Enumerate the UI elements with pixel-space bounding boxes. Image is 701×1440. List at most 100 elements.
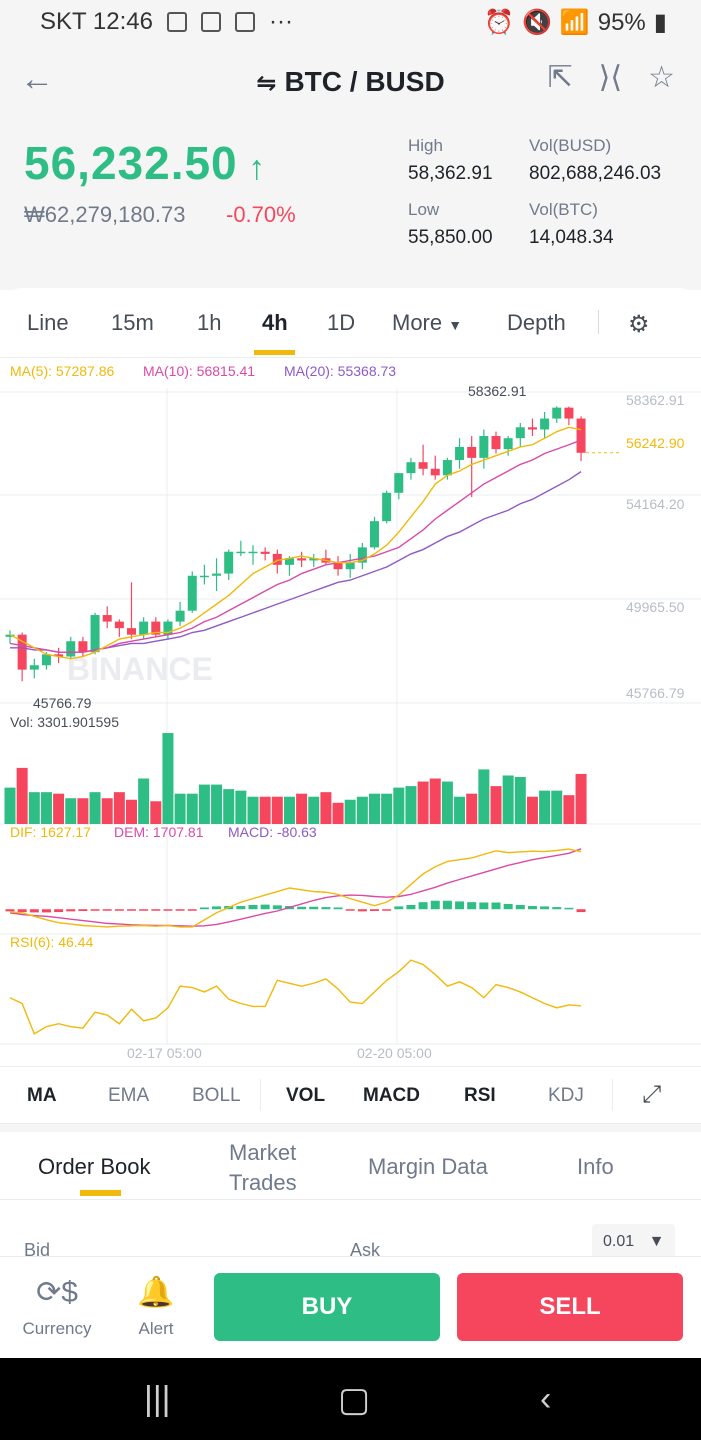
candle-body [491, 436, 501, 450]
tab-more-label: More [392, 310, 443, 335]
ind-vol[interactable]: VOL [286, 1085, 326, 1106]
macd-hist-bar [527, 906, 537, 910]
last-price: 56,232.50 ↑ [24, 136, 266, 190]
ma10-legend: MA(10): 56815.41 [143, 363, 255, 379]
precision-select[interactable]: 0.01 ▼ [592, 1224, 675, 1256]
volume-bar [40, 792, 52, 824]
volume-bar [198, 784, 210, 824]
more-notifications: ··· [268, 8, 293, 35]
gallery-icon [166, 12, 187, 32]
volume-bar [150, 801, 162, 824]
pair-selector[interactable]: ⇋ BTC / BUSD [0, 66, 701, 98]
low-value: 55,850.00 [408, 227, 493, 248]
ma10-line [9, 439, 582, 653]
volume-bar [89, 792, 101, 824]
tab-1h[interactable]: 1h [197, 310, 222, 335]
candle-body [41, 654, 51, 666]
tab-order-book[interactable]: Order Book [38, 1154, 151, 1179]
current-price-label: 56242.90 [626, 435, 685, 451]
volume-legend: Vol: 3301.901595 [10, 714, 119, 730]
volume-bar [514, 777, 526, 824]
macd-hist-bar [17, 909, 27, 913]
currency-button[interactable]: ⟳$ Currency [12, 1275, 102, 1339]
candle-body [260, 551, 270, 554]
candle-body [78, 641, 88, 653]
ind-divider [260, 1079, 261, 1111]
compare-icon[interactable]: ⟩⟨ [598, 61, 623, 94]
sell-button[interactable]: SELL [457, 1273, 683, 1341]
y-label-4: 45766.79 [626, 685, 685, 701]
volume-bar [235, 790, 247, 824]
high-label: High [408, 136, 443, 155]
mute-icon: 🔇 [521, 9, 552, 36]
ind-macd[interactable]: MACD [363, 1085, 420, 1106]
ma5-legend: MA(5): 57287.86 [10, 363, 114, 379]
macd-hist-bar [467, 902, 477, 910]
y-label-1: 58362.91 [626, 392, 685, 408]
vol-busd-value: 802,688,246.03 [529, 163, 662, 184]
macd-hist-bar [114, 909, 124, 911]
rsi-legend: RSI(6): 46.44 [10, 934, 93, 950]
back-nav-icon[interactable]: ‹ [540, 1380, 552, 1418]
tab-margin-data[interactable]: Margin Data [368, 1154, 488, 1179]
kline-chart[interactable]: BINANCE MA(5): 57287.86 MA(10): 56815.41… [0, 358, 701, 1066]
tab-15m[interactable]: 15m [111, 310, 154, 335]
volume-bar [539, 790, 551, 824]
candle-body [527, 427, 537, 430]
y-label-3: 49965.50 [626, 599, 685, 615]
favorite-star-icon[interactable]: ☆ [648, 61, 675, 94]
battery-icon: ▮ [653, 9, 667, 36]
candle-body [272, 553, 282, 565]
tab-more[interactable]: More ▼ [392, 310, 462, 336]
caret-down-icon: ▼ [448, 317, 463, 333]
tab-line[interactable]: Line [27, 310, 69, 335]
candle-body [224, 551, 234, 574]
fullscreen-icon[interactable]: ⤢ [642, 1081, 662, 1108]
candle-body [442, 460, 452, 476]
buy-button[interactable]: BUY [214, 1273, 440, 1341]
volume-bar [211, 784, 223, 824]
volume-bar [381, 793, 393, 824]
ind-kdj[interactable]: KDJ [548, 1085, 584, 1106]
x-label-2: 02-20 05:00 [357, 1045, 432, 1061]
tab-info[interactable]: Info [577, 1154, 614, 1179]
tab-depth[interactable]: Depth [507, 310, 566, 335]
volume-bar [344, 799, 356, 824]
tab-1d[interactable]: 1D [327, 310, 356, 335]
carrier-time: SKT 12:46 [40, 8, 153, 35]
candle-body [540, 418, 550, 430]
share-icon[interactable]: ⇱ [547, 61, 573, 94]
alert-label: Alert [138, 1319, 174, 1338]
candle-body [370, 521, 379, 548]
volume-bar [526, 796, 538, 824]
volume-bar [490, 786, 502, 824]
back-icon[interactable]: ← [20, 60, 54, 98]
y-label-2: 54164.20 [626, 496, 685, 512]
tab-market-trades[interactable]: Market Trades [229, 1138, 297, 1198]
recent-apps-icon[interactable]: ||| [144, 1380, 171, 1418]
chart-settings-icon[interactable]: ⚙ [628, 311, 650, 338]
dem-line [9, 848, 582, 927]
ind-boll[interactable]: BOLL [192, 1085, 241, 1106]
tab-4h[interactable]: 4h [262, 310, 288, 335]
macd-hist-bar [345, 909, 355, 911]
ind-ema[interactable]: EMA [108, 1085, 150, 1106]
volume-bar [16, 767, 28, 824]
macd-legend: MACD: -80.63 [228, 824, 317, 840]
candle-body [212, 573, 222, 576]
alert-button[interactable]: 🔔 Alert [111, 1275, 201, 1339]
dem-legend: DEM: 1707.81 [114, 824, 204, 840]
ind-ma[interactable]: MA [27, 1085, 57, 1106]
candle-body [552, 407, 562, 419]
macd-hist-bar [29, 909, 39, 913]
macd-hist-bar [515, 904, 525, 910]
volume-bar [441, 781, 453, 824]
precision-caret-icon: ▼ [648, 1233, 665, 1250]
tab-market-trades-line2: Trades [229, 1170, 297, 1195]
macd-hist-bar [297, 906, 307, 910]
ind-rsi[interactable]: RSI [464, 1085, 496, 1106]
vol-btc-label: Vol(BTC) [529, 200, 598, 219]
home-icon[interactable]: ▢ [338, 1381, 371, 1419]
macd-hist-bar [163, 909, 173, 911]
volume-bar [320, 792, 332, 824]
